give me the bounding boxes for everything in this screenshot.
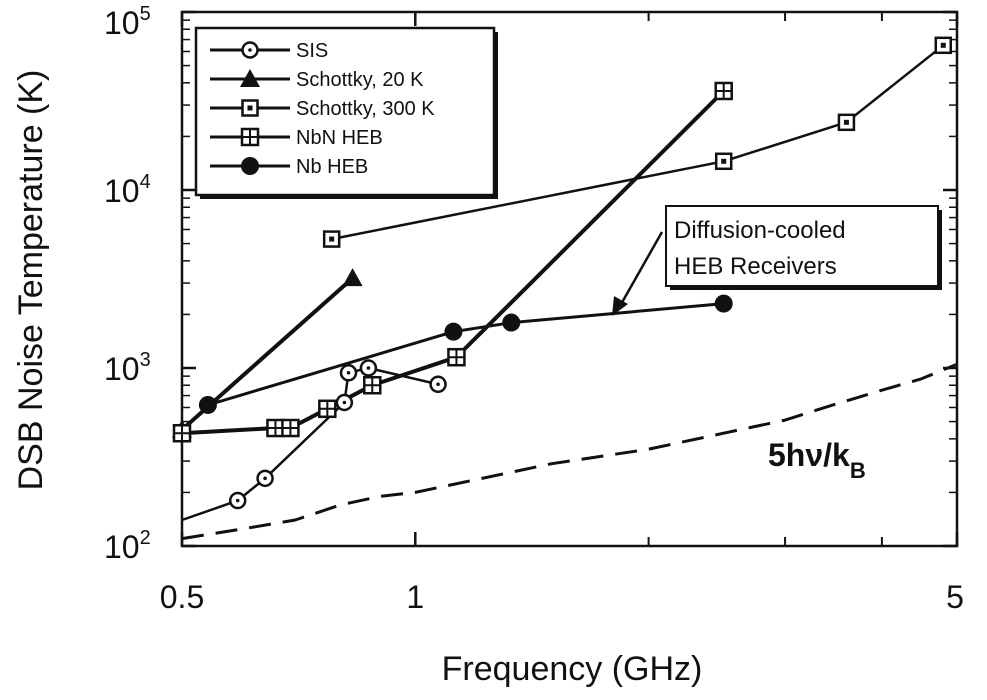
series-3-point-5: [447, 347, 466, 367]
annotation-line-1: Diffusion-cooled: [674, 217, 846, 244]
legend-entry-2: Schottky, 300 K: [210, 98, 435, 120]
y-tick-label-0: 102: [104, 527, 151, 565]
annotation-arrowhead: [612, 296, 628, 316]
legend-marker-2: [241, 99, 259, 117]
annotation-line-2: HEB Receivers: [674, 253, 837, 280]
series-line-5: [181, 362, 958, 541]
series-3-point-0: [172, 423, 192, 443]
x-tick-label-2: 5: [946, 579, 964, 615]
series-1-point-1: [342, 268, 363, 287]
x-axis-title: Frequency (GHz): [442, 650, 703, 688]
series-3-point-6: [714, 81, 733, 101]
series-line-0: [181, 366, 439, 522]
series-2-point-3: [934, 36, 953, 55]
series-4-point-3: [714, 294, 733, 313]
plot-frame: [180, 10, 959, 548]
series-line-4: [207, 302, 724, 407]
legend-label-4: Nb HEB: [296, 156, 368, 178]
series-4-point-2: [502, 313, 521, 332]
x-tick-label-0: 0.5: [160, 579, 204, 615]
legend-label-0: SIS: [296, 40, 328, 62]
annotation-arrow: [618, 231, 664, 307]
series-0-point-5: [359, 359, 378, 377]
legend-entry-4: Nb HEB: [210, 156, 368, 178]
series-3-point-4: [363, 375, 382, 395]
annotation-box: [665, 205, 939, 287]
series-2-point-2: [837, 113, 856, 132]
series-line-2: [331, 44, 945, 241]
y-tick-label-1: 103: [104, 349, 151, 387]
series-0-point-1: [228, 491, 247, 510]
formula-label: 5hν/kB: [768, 437, 866, 483]
legend-marker-0: [241, 41, 259, 59]
series-2-point-0: [322, 230, 341, 248]
formula-subscript: B: [850, 458, 866, 483]
formula-main: 5hν/k: [768, 437, 850, 473]
series-0-point-3: [335, 393, 354, 412]
y-tick-label-2: 104: [104, 171, 151, 209]
y-tick-label-3: 105: [104, 3, 151, 41]
legend-marker-3: [240, 127, 260, 147]
series-4-point-1: [444, 322, 463, 341]
series-3-point-3: [318, 399, 337, 419]
legend-marker-4: [241, 157, 259, 175]
legend-label-3: NbN HEB: [296, 127, 383, 149]
y-axis-title: DSB Noise Temperature (K): [12, 70, 50, 491]
x-tick-label-1: 1: [406, 579, 424, 615]
series-0-point-4: [339, 364, 358, 382]
series-3-point-2: [281, 418, 300, 438]
series-4-point-0: [198, 395, 217, 414]
legend-label-2: Schottky, 300 K: [296, 98, 435, 120]
series-2-point-1: [714, 152, 733, 171]
legend-marker-1: [240, 69, 260, 87]
legend-label-1: Schottky, 20 K: [296, 69, 424, 91]
annotation-diffusion-cooled: Diffusion-cooled HEB Receivers: [612, 205, 942, 316]
series-3-point-1: [266, 418, 285, 438]
legend: SIS Schottky, 20 K Schottky, 300 K NbN HEB N…: [194, 26, 498, 199]
series-0-point-6: [429, 375, 447, 394]
legend-entry-3: NbN HEB: [210, 127, 383, 149]
legend-entry-1: Schottky, 20 K: [210, 69, 424, 91]
legend-entry-0: SIS: [210, 40, 328, 62]
series-0-point-2: [256, 469, 274, 488]
